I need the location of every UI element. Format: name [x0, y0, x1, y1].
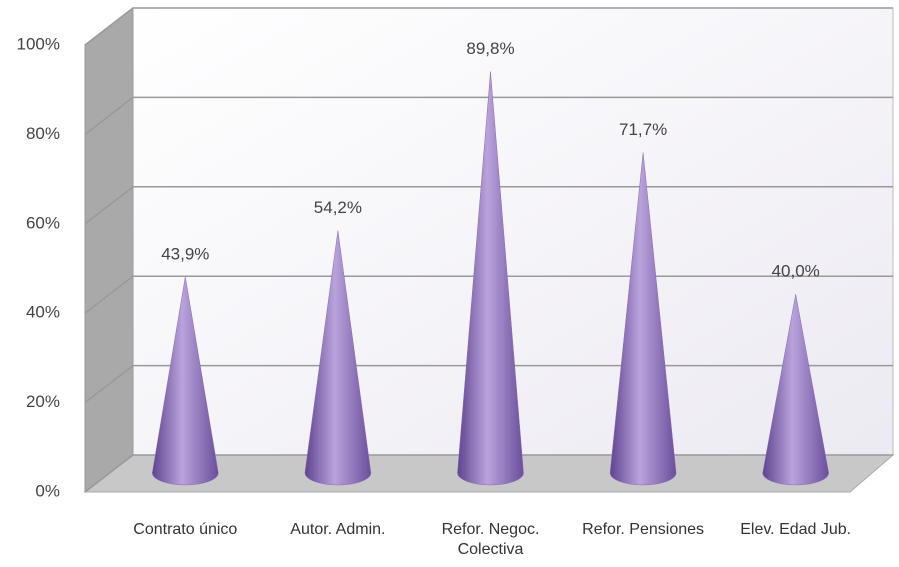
y-tick-label: 40% [26, 303, 60, 322]
cone [152, 276, 219, 486]
cone [762, 294, 829, 486]
x-tick-label: Elev. Edad Jub. [740, 521, 852, 538]
grid-line [84, 7, 893, 46]
value-label: 40,0% [772, 262, 820, 281]
x-tick-label: Autor. Admin. [290, 521, 386, 538]
value-label: 89,8% [466, 39, 514, 58]
x-tick-label: Refor. Negoc. Colectiva [441, 521, 540, 558]
value-label: 54,2% [314, 198, 362, 217]
cone [609, 152, 677, 486]
y-tick-label: 0% [35, 481, 60, 500]
y-tick-label: 60% [26, 213, 60, 232]
y-tick-label: 100% [17, 34, 60, 53]
x-tick-label: Contrato único [133, 521, 238, 538]
grid-line [84, 96, 893, 135]
y-tick-label: 20% [26, 392, 60, 411]
cone [457, 71, 524, 486]
cone [304, 230, 372, 486]
value-label: 71,7% [619, 120, 667, 139]
y-tick-label: 80% [26, 124, 60, 143]
x-tick-label: Refor. Pensiones [582, 521, 705, 538]
value-label: 43,9% [161, 244, 209, 263]
side-wall [84, 6, 134, 494]
